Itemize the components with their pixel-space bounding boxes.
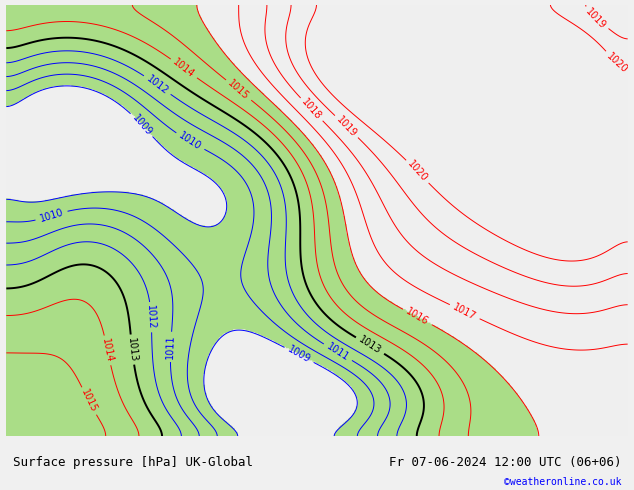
Text: 1013: 1013 xyxy=(126,337,138,362)
Text: 1009: 1009 xyxy=(286,344,312,365)
Text: Surface pressure [hPa] UK-Global: Surface pressure [hPa] UK-Global xyxy=(13,456,252,468)
Text: 1012: 1012 xyxy=(145,74,170,97)
Text: 1017: 1017 xyxy=(451,302,478,322)
Text: 1014: 1014 xyxy=(171,57,197,80)
Text: 1012: 1012 xyxy=(145,305,157,330)
Text: 1016: 1016 xyxy=(404,306,430,327)
Text: 1015: 1015 xyxy=(226,78,251,102)
Text: 1019: 1019 xyxy=(334,114,359,139)
Text: 1011: 1011 xyxy=(325,342,351,363)
Text: 1014: 1014 xyxy=(100,338,115,364)
Text: 1020: 1020 xyxy=(406,159,429,184)
Text: 1009: 1009 xyxy=(130,112,153,138)
Text: 1013: 1013 xyxy=(357,335,383,356)
Text: Fr 07-06-2024 12:00 UTC (06+06): Fr 07-06-2024 12:00 UTC (06+06) xyxy=(389,456,621,468)
Text: 1010: 1010 xyxy=(177,131,203,152)
Text: 1010: 1010 xyxy=(38,207,65,224)
Text: 1011: 1011 xyxy=(165,335,176,359)
Text: 1019: 1019 xyxy=(584,6,608,31)
Text: 1020: 1020 xyxy=(604,51,629,75)
Text: 1015: 1015 xyxy=(79,388,99,415)
Text: 1018: 1018 xyxy=(300,97,323,122)
Text: ©weatheronline.co.uk: ©weatheronline.co.uk xyxy=(504,477,621,487)
